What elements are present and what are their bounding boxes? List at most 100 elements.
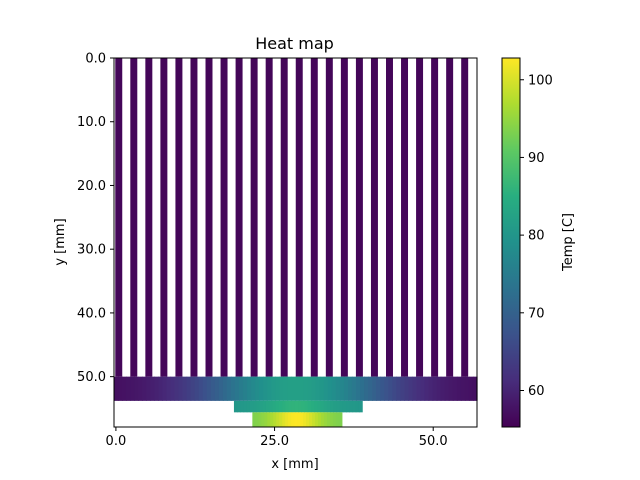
heatmap-fin — [325, 58, 333, 377]
heatmap-cell — [335, 376, 341, 401]
heatmap-cell — [246, 400, 251, 413]
heatmap-cell — [240, 400, 245, 413]
heatmap-cell — [323, 412, 328, 427]
heatmap-cell — [317, 400, 322, 413]
heatmap-cell — [142, 376, 147, 401]
heatmap-cell — [126, 376, 131, 401]
heatmap-cell — [364, 376, 369, 401]
heatmap-fin — [295, 58, 303, 377]
heatmap-cell — [428, 376, 434, 401]
heatmap-cell — [294, 400, 299, 413]
heatmap-cell — [314, 400, 318, 413]
heatmap-fin — [220, 58, 228, 377]
heatmap-cell — [339, 400, 344, 413]
colorbar: 60 70 80 90 100 Temp [C] — [501, 57, 576, 428]
heatmap-cell — [303, 412, 307, 427]
heatmap-cell — [300, 412, 304, 427]
heatmap-cell — [130, 376, 135, 401]
heatmap-cell — [460, 376, 466, 401]
heatmap-cell — [222, 376, 228, 401]
heatmap-cell — [380, 376, 385, 401]
heatmap-cell — [279, 376, 284, 401]
heatmap-cell — [384, 376, 389, 401]
heatmap-cell — [396, 376, 401, 401]
heatmap-cell — [270, 412, 274, 427]
heatmap-cell — [444, 376, 450, 401]
heatmap-cell — [331, 376, 337, 401]
heatmap-cell — [190, 376, 196, 401]
y-axis-label: y [mm] — [53, 218, 68, 265]
heatmap-cell — [291, 400, 296, 413]
heatmap-cell — [304, 400, 309, 413]
heatmap-cell — [351, 376, 357, 401]
heatmap-cell — [343, 376, 349, 401]
y-tick-label: 50.0 — [77, 370, 106, 385]
heatmap-fin — [235, 58, 243, 377]
heatmap-cell — [275, 400, 280, 413]
heatmap-cell — [368, 376, 373, 401]
heatmap-fin — [190, 58, 198, 377]
heatmap-cell — [456, 376, 462, 401]
heatmap-cell — [464, 376, 470, 401]
heatmap-fin — [280, 58, 288, 377]
heatmap-cell — [472, 376, 478, 401]
heatmap-cell — [243, 400, 248, 413]
heatmap-cell — [346, 400, 350, 413]
heatmap-cell — [298, 400, 302, 413]
x-axis: 0.0 25.0 50.0 — [106, 427, 448, 449]
heatmap-cell — [352, 400, 357, 413]
heatmap-cell — [424, 376, 430, 401]
heatmap-cell — [333, 400, 338, 413]
y-tick-label: 40.0 — [77, 306, 106, 321]
heatmap-cell — [279, 412, 283, 427]
heatmap-cell — [349, 400, 354, 413]
x-tick-label: 0.0 — [106, 434, 127, 449]
heatmap-cell — [166, 376, 172, 401]
heatmap-cell — [299, 376, 305, 401]
heatmap-cell — [267, 376, 272, 401]
heatmap-cell — [404, 376, 410, 401]
heatmap-cell — [436, 376, 442, 401]
x-tick-label: 25.0 — [260, 434, 289, 449]
heatmap-cell — [339, 376, 345, 401]
heatmap-cell — [261, 412, 265, 427]
heatmap-cell — [226, 376, 232, 401]
heatmap-fin — [265, 58, 273, 377]
heatmap-cell — [186, 376, 192, 401]
heatmap-cell — [307, 376, 313, 401]
heatmap-fin — [416, 58, 424, 377]
heatmap-cell — [278, 400, 283, 413]
heatmap-fin — [175, 58, 183, 377]
heatmap-fin — [385, 58, 393, 377]
colorbar-tick-label: 70 — [528, 306, 545, 321]
heatmap-cell — [301, 400, 306, 413]
heatmap-fin — [145, 58, 153, 377]
heatmap-cell — [306, 412, 310, 427]
heatmap-cell — [267, 412, 271, 427]
heatmap-cell — [259, 376, 264, 401]
heatmap-fin — [461, 58, 469, 377]
heatmap-cell — [420, 376, 426, 401]
heatmap-cell — [327, 376, 333, 401]
heatmap-cell — [146, 376, 151, 401]
heatmap-cell — [255, 376, 260, 401]
heatmap-cell — [452, 376, 458, 401]
y-axis: 0.0 10.0 20.0 30.0 40.0 50.0 — [77, 52, 114, 385]
heatmap-cell — [276, 412, 280, 427]
heatmap-cell — [198, 376, 204, 401]
heatmap-cell — [174, 376, 180, 401]
heatmap-cell — [122, 376, 127, 401]
heatmap-cell — [282, 412, 286, 427]
heatmap-cell — [252, 412, 256, 427]
heatmap-cell — [259, 400, 264, 413]
heatmap-fin — [446, 58, 454, 377]
heatmap-fin — [250, 58, 258, 377]
heatmap-cell — [273, 412, 277, 427]
heatmap-cell — [358, 400, 363, 413]
heatmap-cell — [162, 376, 168, 401]
heatmap-fin — [355, 58, 363, 377]
heatmap-cell — [335, 412, 340, 427]
heatmap-cell — [218, 376, 224, 401]
heatmap-cell — [400, 376, 405, 401]
